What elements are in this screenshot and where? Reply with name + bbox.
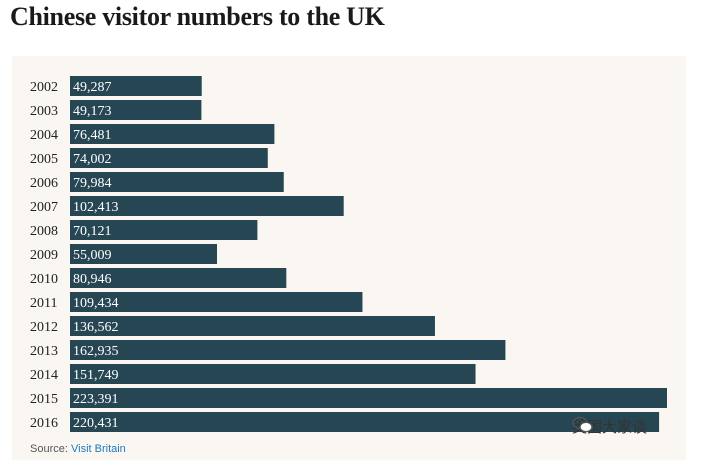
bar-2013 bbox=[70, 340, 506, 360]
year-label: 2008 bbox=[30, 224, 58, 239]
bar-2011 bbox=[70, 292, 363, 312]
bar-2012 bbox=[70, 316, 435, 336]
value-label: 136,562 bbox=[73, 320, 119, 335]
chart-title: Chinese visitor numbers to the UK bbox=[10, 2, 385, 31]
bar-2003 bbox=[70, 100, 202, 120]
source-link[interactable]: Visit Britain bbox=[70, 443, 126, 455]
year-label: 2005 bbox=[30, 152, 58, 167]
watermark-text: 英国大家谈 bbox=[572, 418, 648, 436]
value-label: 162,935 bbox=[73, 344, 119, 359]
value-label: 74,002 bbox=[73, 152, 112, 167]
wechat-icon bbox=[572, 416, 593, 433]
watermark: 英国大家谈 bbox=[572, 416, 647, 437]
year-label: 2009 bbox=[30, 248, 58, 263]
year-label: 2010 bbox=[30, 272, 58, 287]
value-label: 49,173 bbox=[73, 104, 112, 119]
bar-2009 bbox=[70, 244, 218, 264]
year-label: 2012 bbox=[30, 320, 58, 335]
year-label: 2006 bbox=[30, 176, 58, 191]
year-label: 2011 bbox=[30, 296, 57, 311]
year-label: 2003 bbox=[30, 104, 58, 119]
bar-2014 bbox=[70, 364, 476, 384]
year-label: 2013 bbox=[30, 344, 58, 359]
value-label: 79,984 bbox=[73, 176, 112, 191]
value-label: 80,946 bbox=[73, 272, 112, 287]
value-label: 151,749 bbox=[73, 368, 119, 383]
value-label: 102,413 bbox=[73, 200, 119, 215]
bar-2015 bbox=[70, 388, 667, 408]
value-label: 223,391 bbox=[73, 392, 119, 407]
year-label: 2015 bbox=[30, 392, 58, 407]
bar-2010 bbox=[70, 268, 287, 288]
year-label: 2007 bbox=[30, 200, 58, 215]
source-label: Source: bbox=[30, 443, 68, 455]
bar-2006 bbox=[70, 172, 284, 192]
value-label: 55,009 bbox=[73, 248, 112, 263]
bar-2007 bbox=[70, 196, 344, 216]
value-label: 49,287 bbox=[73, 80, 112, 95]
year-label: 2004 bbox=[30, 128, 58, 143]
bar-2004 bbox=[70, 124, 275, 144]
source-note: Source: Visit Britain bbox=[30, 443, 126, 455]
value-label: 220,431 bbox=[73, 416, 119, 431]
value-label: 109,434 bbox=[73, 296, 119, 311]
bar-2002 bbox=[70, 76, 202, 96]
value-label: 76,481 bbox=[73, 128, 112, 143]
year-label: 2016 bbox=[30, 416, 58, 431]
bar-2008 bbox=[70, 220, 258, 240]
bar-2005 bbox=[70, 148, 268, 168]
value-label: 70,121 bbox=[73, 224, 112, 239]
bar-2016 bbox=[70, 412, 660, 432]
year-label: 2014 bbox=[30, 368, 58, 383]
year-label: 2002 bbox=[30, 80, 58, 95]
